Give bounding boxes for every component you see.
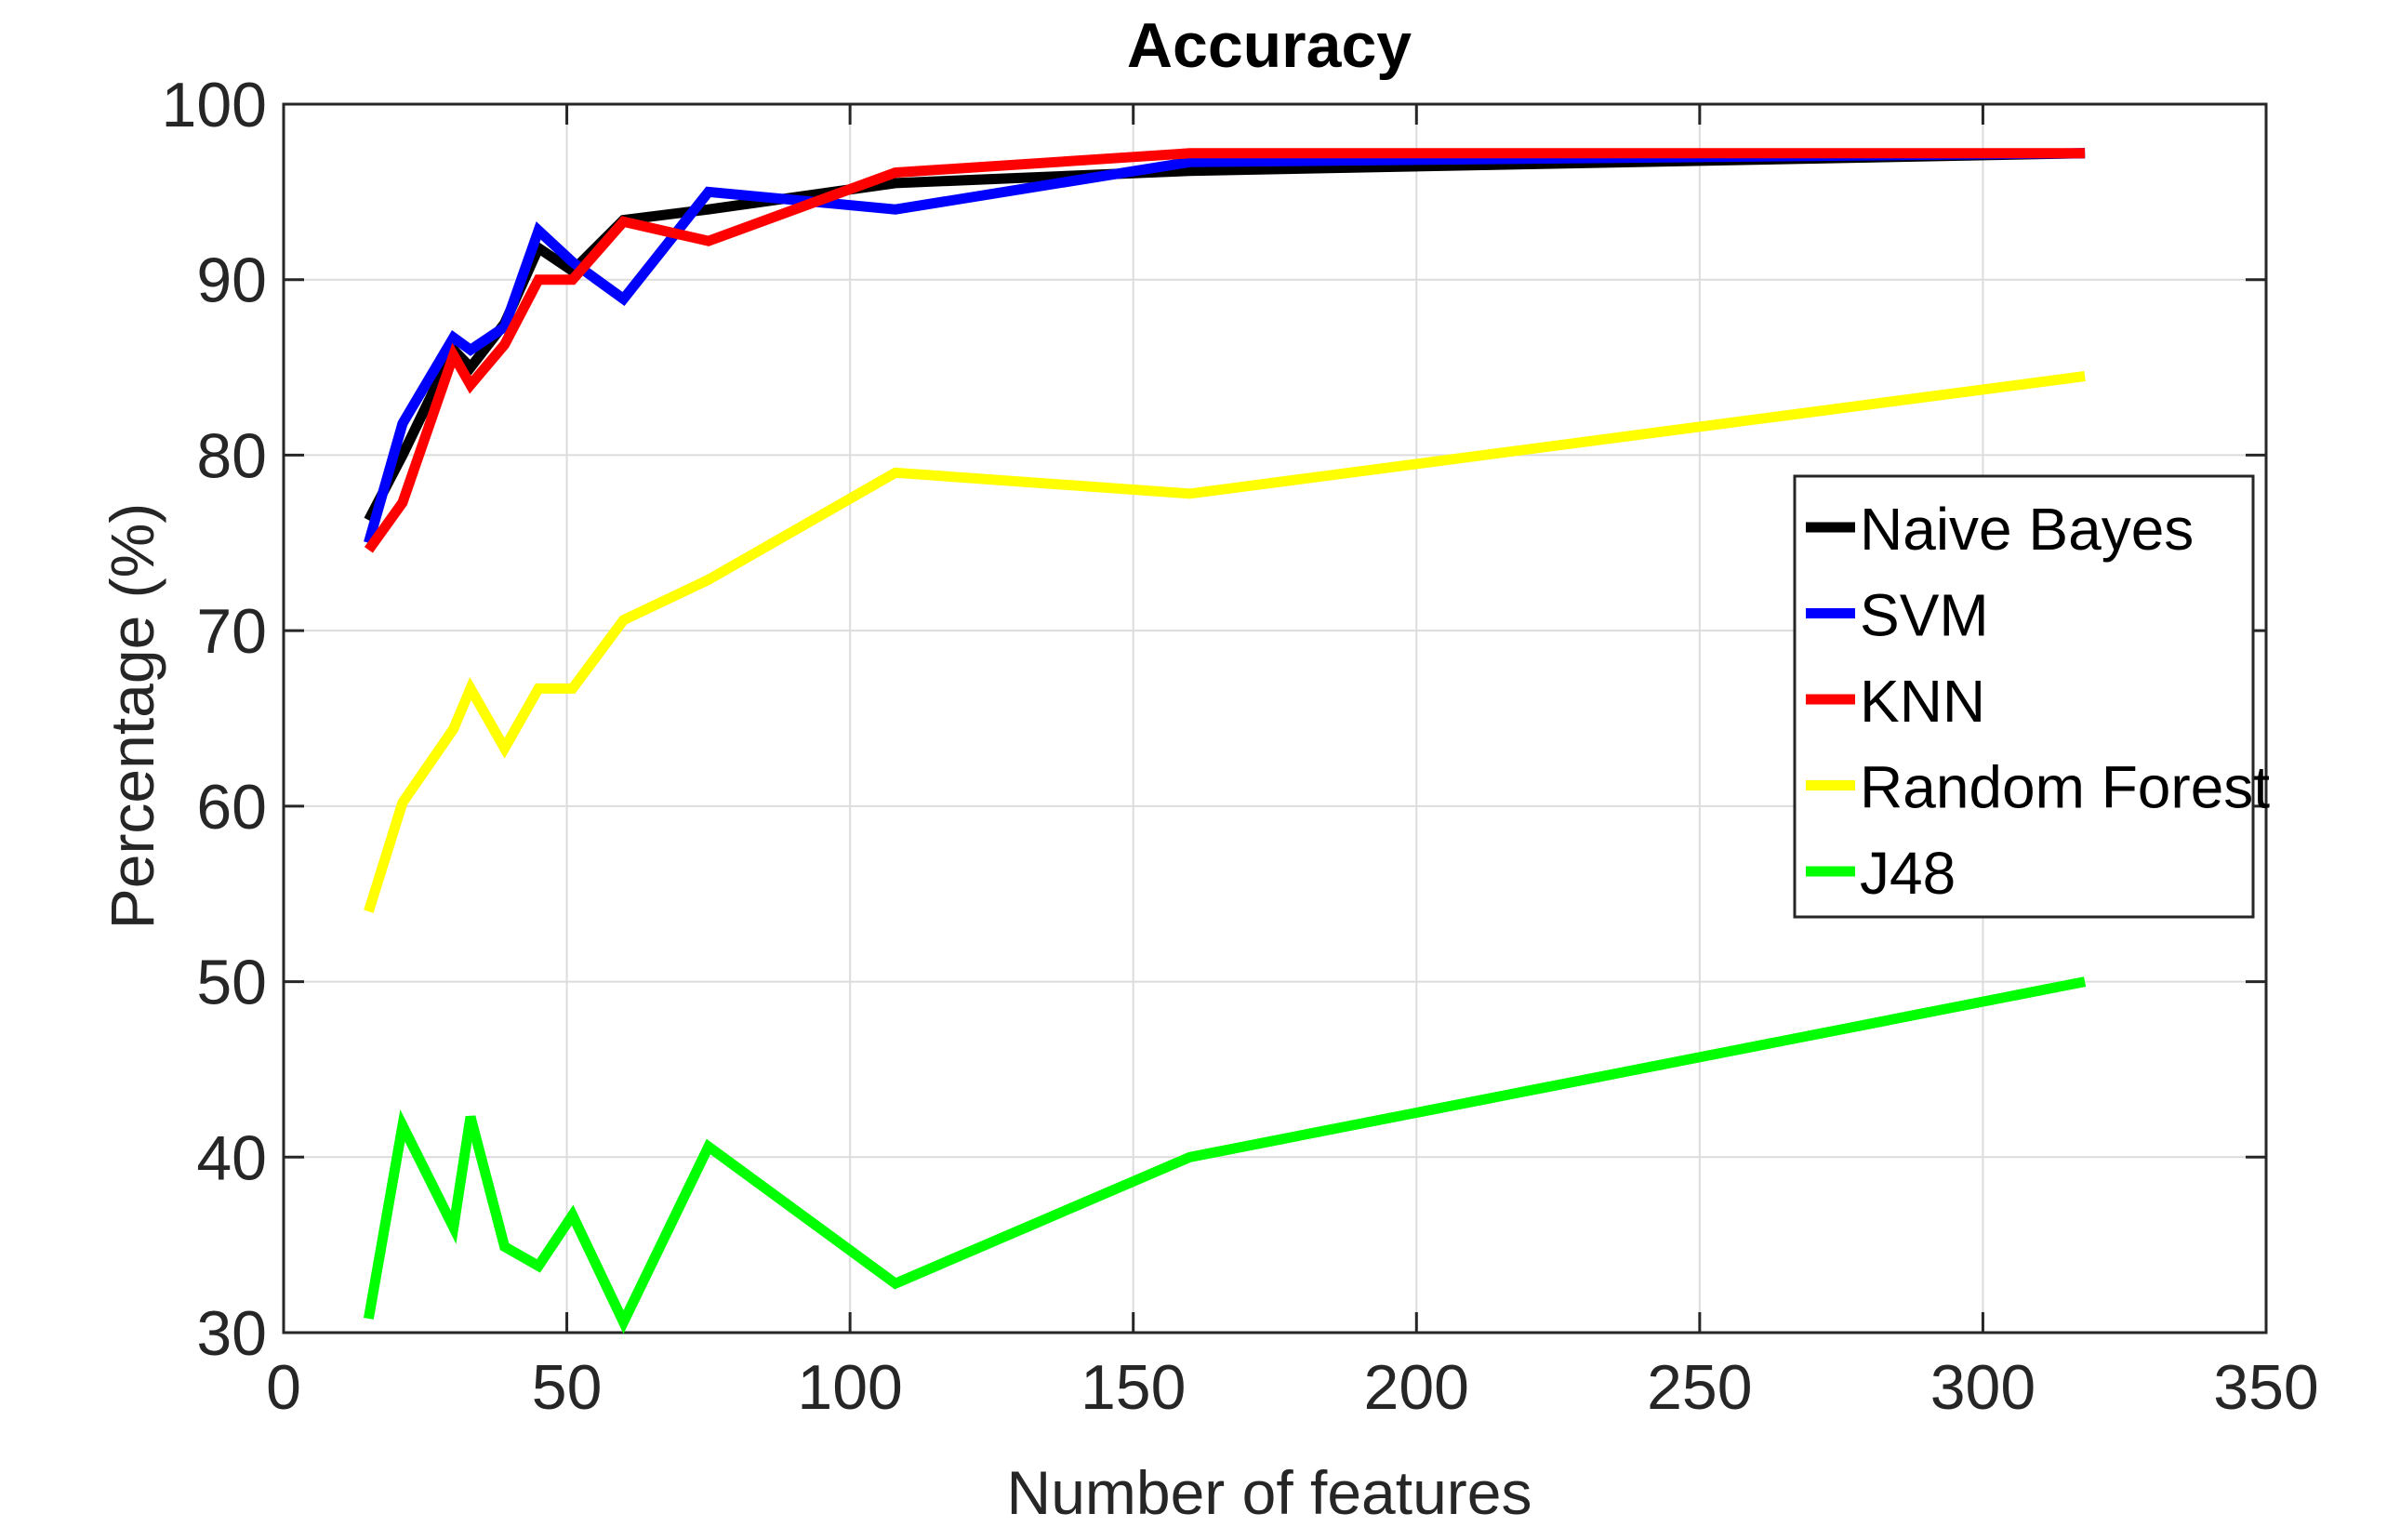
plot-area-frame [282, 102, 2268, 1334]
y-tick-label: 30 [196, 1298, 267, 1369]
x-tick-label: 150 [1081, 1352, 1186, 1423]
y-tick-label: 50 [196, 948, 267, 1018]
y-tick-label: 100 [162, 70, 267, 140]
series-line-naive-bayes [364, 148, 2086, 523]
legend-label-knn: KNN [1860, 668, 1985, 735]
y-tick-label: 80 [196, 420, 267, 491]
legend-label-svm: SVM [1860, 582, 1989, 649]
axis-ticks: 0 50 100 150 200 250 300 350 30 40 50 60 70 80 90 100 [162, 70, 2319, 1423]
series-line-knn [364, 148, 2086, 553]
series-line-j48 [363, 976, 2087, 1334]
series-line-random-forest [364, 371, 2086, 913]
legend-label-naive-bayes: Naive Bayes [1860, 496, 2194, 563]
x-tick-label: 200 [1364, 1352, 1469, 1423]
x-axis-label: Number of features [1007, 1458, 1532, 1527]
y-tick-label: 40 [196, 1122, 267, 1193]
y-axis-label: Percentage (%) [98, 503, 166, 930]
y-tick-label: 70 [196, 596, 267, 667]
y-tick-label: 60 [196, 772, 267, 843]
x-tick-label: 350 [2213, 1352, 2318, 1423]
legend-label-j48: J48 [1860, 840, 1956, 907]
series-lines [363, 148, 2087, 1334]
x-tick-label: 0 [266, 1352, 301, 1423]
legend: Naive Bayes SVM KNN Random Forest J48 [1793, 474, 2270, 919]
legend-label-random-forest: Random Forest [1860, 754, 2270, 821]
y-tick-label: 90 [196, 246, 267, 316]
x-tick-label: 50 [532, 1352, 603, 1423]
x-tick-label: 100 [797, 1352, 902, 1423]
x-tick-label: 300 [1930, 1352, 2036, 1423]
x-tick-label: 250 [1647, 1352, 1752, 1423]
chart-title: Accuracy [1127, 10, 1412, 81]
legend-box [1793, 474, 2255, 919]
series-line-svm [364, 148, 2086, 545]
